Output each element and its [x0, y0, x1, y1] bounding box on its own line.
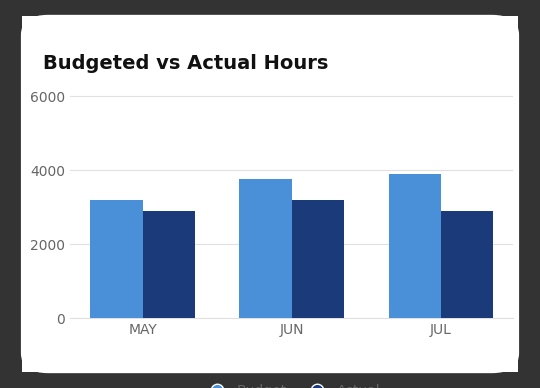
Bar — [292, 200, 344, 318]
Bar — [90, 200, 143, 318]
Legend: Budget, Actual: Budget, Actual — [198, 378, 386, 388]
Bar — [388, 174, 441, 318]
Bar — [239, 179, 292, 318]
Text: Budgeted vs Actual Hours: Budgeted vs Actual Hours — [43, 54, 328, 73]
Bar — [441, 211, 493, 318]
Bar — [143, 211, 195, 318]
